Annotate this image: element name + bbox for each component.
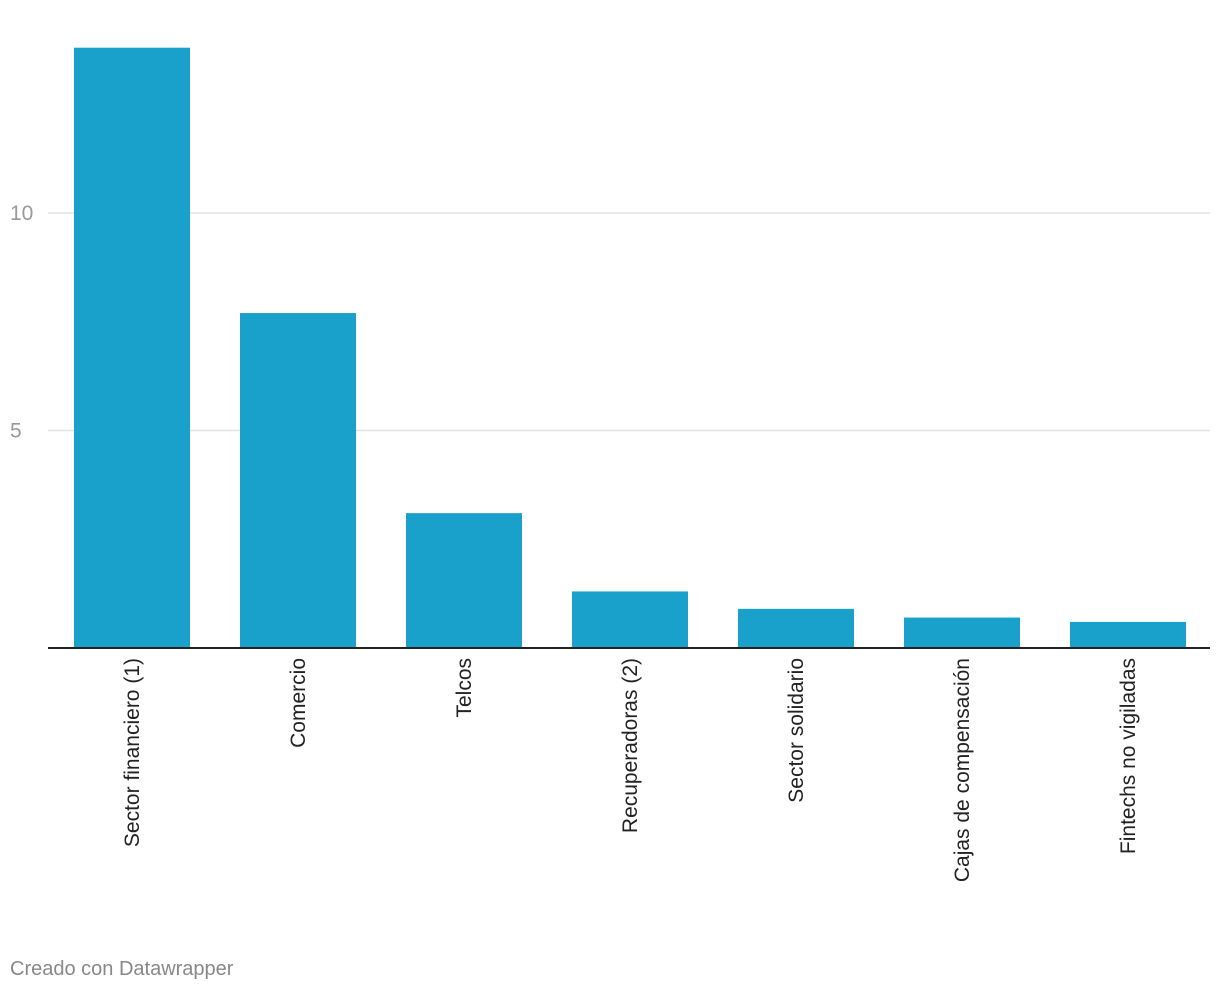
category-label-1: Sector financiero (1) (121, 658, 144, 847)
category-label-2: Comercio (287, 658, 310, 748)
category-label-7: Fintechs no vigiladas (1117, 658, 1140, 854)
category-label-5: Sector solidario (785, 658, 808, 803)
footer-credit[interactable]: Creado con Datawrapper (10, 958, 234, 980)
y-tick-label-10: 10 (10, 202, 33, 225)
bar-4[interactable] (572, 591, 688, 648)
bar-1[interactable] (74, 47, 190, 648)
bar-5[interactable] (738, 608, 854, 648)
bars (74, 47, 1186, 648)
gridlines (48, 212, 1210, 432)
bar-3[interactable] (406, 513, 522, 648)
category-labels: Sector financiero (1) Comercio Telcos Recup… (121, 658, 1140, 882)
bar-6[interactable] (904, 617, 1020, 648)
category-label-6: Cajas de compensación (951, 658, 974, 882)
category-label-4: Recuperadoras (2) (619, 658, 642, 833)
category-label-3: Telcos (453, 658, 476, 718)
axes: 5 10 (10, 202, 1210, 649)
y-tick-label-5: 5 (10, 420, 22, 443)
bar-7[interactable] (1070, 621, 1186, 648)
bar-2[interactable] (240, 313, 356, 648)
